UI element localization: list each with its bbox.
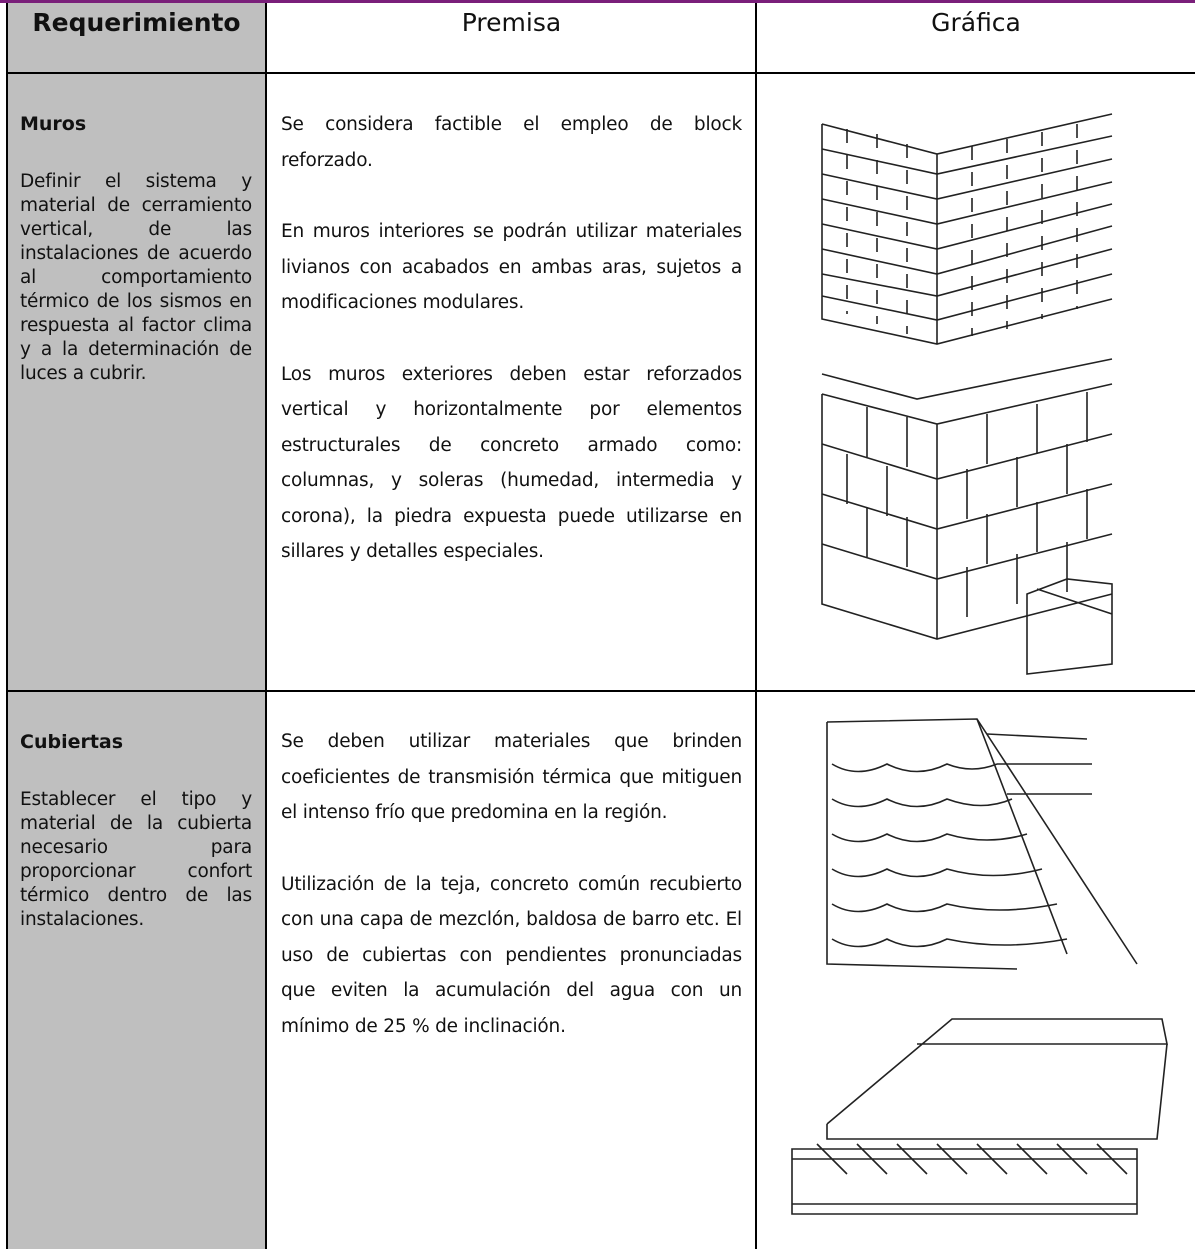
header-cell: Gráfica <box>931 8 1021 37</box>
requirement-title: Muros <box>20 113 87 135</box>
requirement-description: Definir el sistema y material de cerrami… <box>20 171 252 384</box>
requirement-cell: Cubiertas Establecer el tipo y material … <box>20 731 252 932</box>
block-wall-drawing <box>821 358 1113 675</box>
border <box>6 690 1195 692</box>
steel-deck-drawing <box>791 1018 1168 1215</box>
premise: Se deben utilizar materiales que brinden… <box>281 731 742 823</box>
premise: Se considera factible el empleo de block… <box>281 114 742 171</box>
border <box>265 3 267 1249</box>
header-cell: Requerimiento <box>32 8 241 37</box>
stone-wall-drawing <box>821 113 1113 345</box>
border <box>6 3 8 1249</box>
requirement-cell: Muros Definir el sistema y material de c… <box>20 113 252 386</box>
premise-cell: Se deben utilizar materiales que brinden… <box>281 724 742 1080</box>
tile-roof-drawing <box>826 718 1138 970</box>
border <box>755 3 757 1249</box>
requirement-description: Establecer el tipo y material de la cubi… <box>20 789 252 930</box>
premise: Utilización de la teja, concreto común r… <box>281 873 742 1037</box>
premise: Los muros exteriores deben estar reforza… <box>281 363 742 563</box>
top-rule <box>0 0 1195 3</box>
header-cell: Premisa <box>461 8 562 37</box>
first-column-bg <box>7 3 266 1249</box>
premise-cell: Se considera factible el empleo de block… <box>281 107 742 606</box>
premise: En muros interiores se podrán utilizar m… <box>281 221 742 313</box>
requirement-title: Cubiertas <box>20 731 124 753</box>
border <box>6 72 1195 74</box>
illustrations <box>791 113 1168 1215</box>
